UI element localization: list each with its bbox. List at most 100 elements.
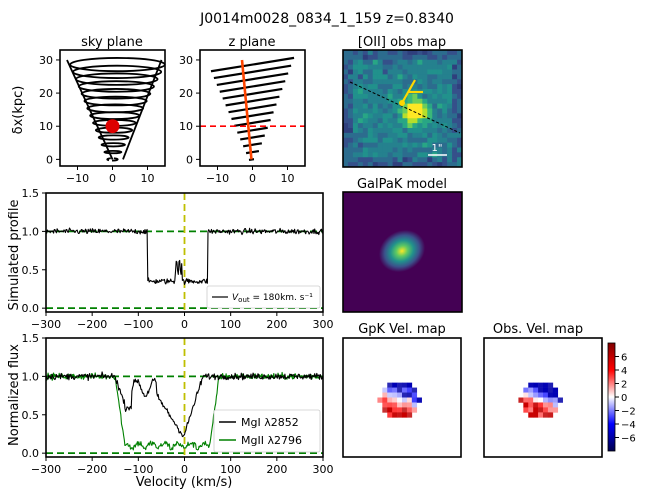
map-pixel	[442, 64, 448, 70]
map-pixel	[367, 142, 374, 148]
map-pixel	[387, 157, 393, 163]
sightline	[240, 59, 253, 160]
map-pixel	[447, 84, 453, 90]
map-pixel	[387, 123, 393, 129]
y-tick-label: 20	[179, 87, 193, 100]
map-pixel	[343, 123, 349, 129]
vel-pixel	[387, 407, 393, 413]
map-pixel	[343, 50, 349, 56]
map-pixel	[382, 123, 389, 129]
map-pixel	[347, 162, 354, 168]
vel-pixel	[538, 402, 544, 408]
map-pixel	[422, 59, 428, 66]
map-pixel	[412, 93, 418, 100]
map-pixel	[417, 137, 423, 144]
map-pixel	[447, 108, 453, 114]
map-pixel	[357, 89, 364, 95]
map-pixel	[457, 54, 463, 61]
vel-pixel	[543, 392, 549, 398]
map-pixel	[442, 128, 448, 134]
vel-pixel	[387, 397, 393, 403]
map-pixel	[442, 50, 448, 56]
vel-pixel	[547, 392, 554, 398]
map-pixel	[392, 142, 398, 148]
quasar-position	[399, 100, 405, 106]
map-pixel	[452, 59, 458, 66]
map-pixel	[417, 147, 423, 153]
map-pixel	[432, 50, 438, 56]
map-pixel	[402, 69, 408, 75]
map-pixel	[402, 54, 408, 61]
map-pixel	[437, 50, 443, 56]
y-tick-label: 30	[39, 54, 53, 67]
map-pixel	[372, 54, 379, 61]
map-pixel	[392, 162, 398, 168]
oii-obs-map-frame	[342, 49, 463, 168]
y-tick-label: 1.0	[22, 225, 40, 238]
map-pixel	[343, 132, 349, 139]
map-pixel	[457, 108, 463, 114]
vel-pixel	[382, 402, 388, 408]
vel-pixel	[406, 382, 413, 388]
map-pixel	[457, 74, 463, 80]
map-pixel	[452, 89, 458, 95]
map-pixel	[347, 108, 354, 114]
map-pixel	[382, 113, 389, 119]
map-pixel	[432, 108, 438, 114]
map-pixel	[412, 98, 418, 105]
z-plane-panel: z plane −10 0 10 0 10 20 30	[179, 35, 306, 185]
vel-pixel	[406, 407, 413, 413]
map-pixel	[427, 162, 433, 168]
map-pixel	[362, 157, 369, 163]
map-pixel	[372, 50, 379, 56]
normalized-flux-ylabel: Normalized flux	[7, 344, 22, 446]
vel-pixel	[392, 387, 398, 393]
y-tick-label: 0.0	[22, 302, 40, 315]
map-pixel	[442, 93, 448, 100]
vel-pixel	[523, 387, 529, 393]
map-pixel	[343, 98, 349, 105]
map-pixel	[387, 128, 393, 134]
map-pixel	[452, 79, 458, 85]
map-pixel	[382, 103, 389, 109]
map-pixel	[417, 50, 423, 56]
map-pixel	[377, 98, 384, 105]
map-pixel	[392, 64, 398, 70]
map-pixel	[422, 137, 428, 144]
map-pixel	[343, 142, 349, 148]
vel-pixel	[547, 407, 554, 413]
map-pixel	[402, 152, 408, 158]
map-pixel	[352, 137, 359, 144]
map-pixel	[347, 59, 354, 66]
y-tick-label: 1.5	[22, 187, 40, 200]
y-tick-label: 1.0	[22, 370, 40, 383]
map-pixel	[392, 118, 398, 124]
map-pixel	[397, 137, 403, 144]
vel-pixel	[528, 412, 534, 418]
gpk-vel-map-panel: GpK Vel. map	[342, 322, 462, 458]
vel-pixel	[406, 387, 413, 393]
vel-pixel	[411, 397, 418, 403]
map-pixel	[427, 128, 433, 134]
map-pixel	[372, 59, 379, 66]
map-pixel	[452, 137, 458, 144]
vel-pixel	[533, 387, 539, 393]
oii-obs-map-image	[343, 50, 463, 168]
map-pixel	[387, 59, 393, 66]
map-pixel	[407, 79, 413, 85]
map-pixel	[347, 98, 354, 105]
map-pixel	[422, 74, 428, 80]
map-pixel	[387, 103, 393, 109]
map-pixel	[397, 50, 403, 56]
map-pixel	[387, 79, 393, 85]
vel-pixel	[538, 407, 544, 413]
map-pixel	[367, 147, 374, 153]
map-pixel	[367, 103, 374, 109]
map-pixel	[447, 54, 453, 61]
obs-vel-map-title: Obs. Vel. map	[493, 322, 583, 337]
vel-pixel	[402, 382, 408, 388]
colorbar-tick-label: −2	[621, 407, 636, 418]
map-pixel	[412, 118, 418, 124]
map-pixel	[447, 123, 453, 129]
flux-legend-mgI: MgI λ2852	[241, 416, 299, 429]
